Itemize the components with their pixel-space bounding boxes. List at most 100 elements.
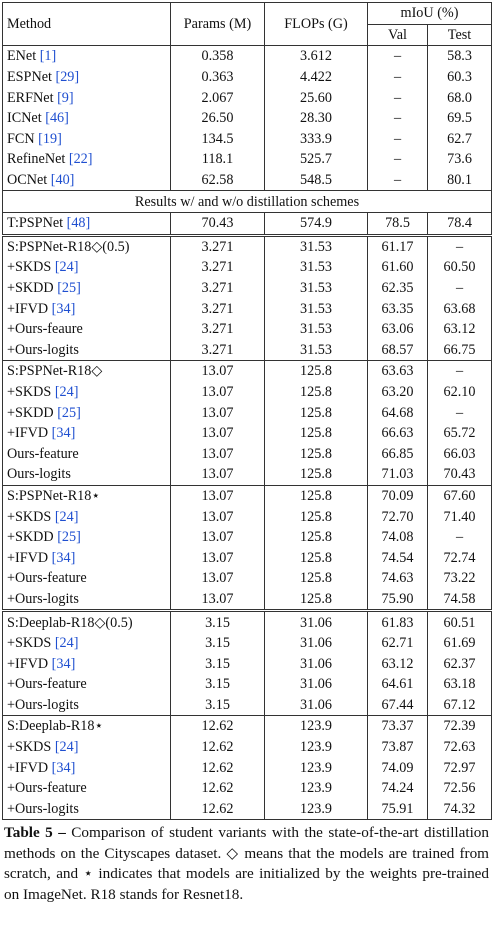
table-row: +SKDS [24] 13.07 125.8 63.20 62.10 xyxy=(2,381,493,403)
val-cell: 61.17 xyxy=(367,235,428,258)
val-cell: – xyxy=(367,45,428,67)
method-cell: ERFNet [9] xyxy=(2,87,171,108)
method-name: ERFNet xyxy=(7,89,54,106)
method-cell: +IFVD [34] xyxy=(2,422,171,444)
method-cell: +SKDD [25] xyxy=(2,402,171,423)
header-row: Method Params (M) FLOPs (G) mIoU (%) xyxy=(2,1,493,47)
test-cell: – xyxy=(426,526,493,548)
table-row: S:Deeplab-R18⋆ 12.62 123.9 73.37 72.39 xyxy=(2,715,493,737)
params-cell: 118.1 xyxy=(170,149,265,170)
test-cell: 74.58 xyxy=(426,588,493,611)
params-cell: 3.271 xyxy=(170,339,265,361)
params-cell: 13.07 xyxy=(170,381,265,403)
table-row: S:PSPNet-R18⋆ 13.07 125.8 70.09 67.60 xyxy=(2,485,493,507)
table-row: +SKDS [24] 12.62 123.9 73.87 72.63 xyxy=(2,736,493,758)
val-cell: 73.87 xyxy=(367,736,428,758)
test-cell: – xyxy=(426,235,493,258)
method-cell: ENet [1] xyxy=(2,45,171,67)
method-cell: +Ours-feature xyxy=(2,777,171,799)
citation: [40] xyxy=(50,172,75,189)
test-cell: 65.72 xyxy=(426,422,493,444)
table-row: +Ours-feature 3.15 31.06 64.61 63.18 xyxy=(2,674,493,695)
method-name: +IFVD xyxy=(7,759,49,776)
val-cell: 63.35 xyxy=(367,298,428,319)
header-cell: Params (M) xyxy=(170,1,265,47)
method-name: S:Deeplab-R18⋆ xyxy=(7,718,104,735)
method-name: +Ours-logits xyxy=(7,590,79,607)
table-row: T:PSPNet [48] 70.43 574.9 78.5 78.4 xyxy=(2,212,493,236)
val-cell: 66.85 xyxy=(367,443,428,465)
flops-cell: 548.5 xyxy=(264,169,368,191)
val-cell: – xyxy=(367,107,428,129)
method-name: ESPNet xyxy=(7,69,52,86)
flops-cell: 28.30 xyxy=(264,107,368,129)
table-row: +IFVD [34] 3.271 31.53 63.35 63.68 xyxy=(2,298,493,319)
citation: [22] xyxy=(68,151,93,168)
method-cell: +SKDD [25] xyxy=(2,277,171,299)
test-cell: 63.68 xyxy=(426,298,493,319)
test-cell: 72.56 xyxy=(426,777,493,799)
method-name: +IFVD xyxy=(7,425,49,442)
val-cell: 78.5 xyxy=(367,212,428,236)
test-cell: – xyxy=(426,402,493,423)
method-cell: Ours-logits xyxy=(2,464,171,486)
method-cell: +SKDS [24] xyxy=(2,257,171,278)
method-cell: ICNet [46] xyxy=(2,107,171,129)
params-cell: 13.07 xyxy=(170,588,265,611)
val-cell: 63.20 xyxy=(367,381,428,403)
params-cell: 62.58 xyxy=(170,169,265,191)
method-name: +IFVD xyxy=(7,300,49,317)
val-cell: 74.09 xyxy=(367,757,428,778)
params-cell: 2.067 xyxy=(170,87,265,108)
table-row: Ours-logits 13.07 125.8 71.03 70.43 xyxy=(2,464,493,486)
test-cell: 68.0 xyxy=(426,87,493,108)
note-row: Results w/ and w/o distillation schemes xyxy=(1,190,493,213)
flops-cell: 123.9 xyxy=(264,777,368,799)
flops-cell: 125.8 xyxy=(264,443,368,465)
citation: [24] xyxy=(54,635,79,652)
test-cell: 62.37 xyxy=(426,653,493,674)
method-name: ENet xyxy=(7,48,37,65)
method-name: +IFVD xyxy=(7,655,49,672)
method-cell: S:PSPNet-R18⋆ xyxy=(2,485,171,507)
params-cell: 3.271 xyxy=(170,298,265,319)
flops-cell: 125.8 xyxy=(264,464,368,486)
method-cell: +SKDS [24] xyxy=(2,506,171,527)
params-cell: 0.363 xyxy=(170,66,265,88)
flops-cell: 25.60 xyxy=(264,87,368,108)
test-cell: 69.5 xyxy=(426,107,493,129)
method-name: ICNet xyxy=(7,110,42,127)
method-cell: +Ours-feature xyxy=(2,568,171,589)
method-name: +SKDS xyxy=(7,635,52,652)
val-cell: 72.70 xyxy=(367,506,428,527)
table-row: +Ours-feature 13.07 125.8 74.63 73.22 xyxy=(2,568,493,589)
citation: [34] xyxy=(51,549,76,566)
citation: [24] xyxy=(54,383,79,400)
flops-cell: 31.06 xyxy=(264,674,368,695)
method-cell: +SKDD [25] xyxy=(2,526,171,548)
table-row: +SKDS [24] 3.15 31.06 62.71 61.69 xyxy=(2,632,493,654)
citation: [46] xyxy=(45,110,69,127)
flops-cell: 31.06 xyxy=(264,653,368,674)
flops-cell: 123.9 xyxy=(264,757,368,778)
header-cell: Val xyxy=(367,23,428,47)
flops-cell: 123.9 xyxy=(264,715,368,737)
val-cell: – xyxy=(367,66,428,88)
citation: [48] xyxy=(66,215,91,232)
test-cell: 72.39 xyxy=(426,715,493,737)
test-cell: 62.7 xyxy=(426,128,493,150)
val-cell: 74.54 xyxy=(367,547,428,569)
table-row: +Ours-feature 12.62 123.9 74.24 72.56 xyxy=(2,777,493,799)
method-cell: FCN [19] xyxy=(2,128,171,150)
citation: [24] xyxy=(54,508,79,525)
test-cell: 67.60 xyxy=(426,485,493,507)
flops-cell: 125.8 xyxy=(264,526,368,548)
val-cell: 75.90 xyxy=(367,588,428,611)
method-cell: +SKDS [24] xyxy=(2,736,171,758)
table-row: OCNet [40] 62.58 548.5–80.1 xyxy=(2,169,493,191)
table-row: +Ours-feaure 3.271 31.53 63.06 63.12 xyxy=(2,318,493,340)
params-cell: 12.62 xyxy=(170,715,265,737)
method-cell: +Ours-feaure xyxy=(2,318,171,340)
params-cell: 3.15 xyxy=(170,653,265,674)
table-row: +SKDD [25] 13.07 125.8 64.68– xyxy=(2,402,493,423)
